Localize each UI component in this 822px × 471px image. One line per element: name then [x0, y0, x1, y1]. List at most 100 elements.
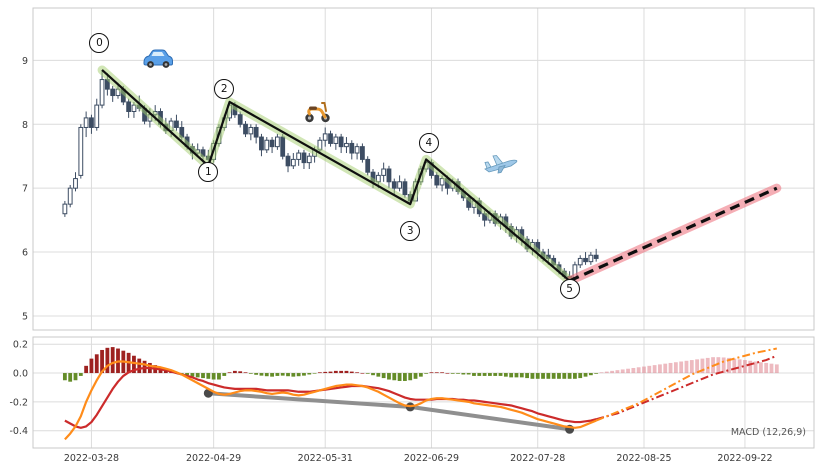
macd-histogram-bar [110, 347, 115, 374]
macd-histogram-bar [387, 373, 391, 380]
macd-histogram-projection-bar [652, 365, 657, 374]
macd-histogram-bar [280, 373, 285, 376]
macd-histogram-projection-bar [673, 362, 678, 374]
candle-body [349, 142, 355, 154]
candle-body [274, 136, 280, 148]
macd-histogram-bar [403, 373, 407, 381]
macd-histogram-bar [546, 373, 551, 379]
macd-histogram-projection-bar [626, 368, 630, 374]
candle-body [391, 181, 397, 189]
candle-body [583, 257, 588, 263]
macd-histogram-projection-bar [689, 360, 694, 374]
macd-histogram-projection-bar [668, 362, 673, 374]
price-y-tick-label: 8 [22, 120, 28, 131]
macd-histogram-bar [541, 373, 545, 379]
macd-histogram-projection-bar [615, 370, 620, 374]
macd-histogram-bar [429, 372, 434, 374]
candle-body [110, 88, 116, 97]
macd-histogram-bar [307, 373, 312, 375]
candle-body [296, 152, 302, 160]
macd-histogram-projection-bar [716, 357, 721, 374]
macd-histogram-bar [360, 373, 365, 374]
candle-body [78, 126, 84, 176]
macd-histogram-projection-bar [758, 362, 763, 374]
macd-histogram-bar [333, 370, 338, 374]
macd-histogram-bar [291, 373, 296, 377]
macd-histogram-bar [488, 373, 492, 376]
scooter-icon [303, 98, 331, 128]
macd-histogram-bar [195, 373, 200, 378]
macd-histogram-projection-bar [636, 367, 641, 374]
candle-body [588, 254, 594, 263]
macd-histogram-bar [89, 358, 94, 374]
macd-histogram-bar [323, 371, 328, 374]
macd-histogram-bar [137, 358, 142, 374]
macd-histogram-bar [312, 373, 317, 374]
macd-histogram-bar [365, 373, 370, 374]
macd-histogram-bar [408, 373, 413, 381]
macd-histogram-bar [434, 372, 439, 374]
macd-histogram-bar [562, 373, 567, 379]
macd-histogram-bar [286, 373, 290, 377]
candle-body [99, 79, 105, 106]
price-panel-border [32, 7, 815, 331]
macd-histogram-projection-bar [705, 357, 710, 374]
macd-histogram-bar [461, 373, 466, 375]
macd-histogram-bar [254, 373, 259, 375]
macd-histogram-projection-bar [631, 367, 636, 374]
candle-body [264, 139, 270, 151]
macd-histogram-bar [105, 347, 110, 374]
candle-body [402, 181, 408, 196]
macd-histogram-bar [349, 371, 354, 374]
candle-body [577, 257, 583, 266]
airplane-icon [483, 149, 519, 181]
macd-histogram-projection-bar [642, 366, 646, 374]
macd-histogram-bar [594, 373, 599, 374]
macd-histogram-bar [530, 373, 535, 379]
candle-body [248, 126, 254, 135]
macd-histogram-bar [355, 372, 359, 374]
macd-histogram-bar [551, 373, 556, 379]
candle-body [386, 168, 392, 183]
macd-histogram-bar [498, 373, 503, 376]
candle-body [259, 136, 264, 151]
macd-y-tick-label: -0.4 [9, 426, 28, 437]
x-tick-label: 2022-08-25 [616, 453, 671, 464]
macd-histogram-projection-bar [769, 363, 774, 374]
macd-histogram-bar [381, 373, 386, 379]
price-y-tick-label: 7 [22, 184, 28, 195]
candle-body [397, 181, 402, 189]
x-tick-label: 2022-03-28 [64, 453, 119, 464]
price-y-tick-label: 9 [22, 56, 28, 67]
candle-body [89, 117, 94, 128]
x-tick-label: 2022-05-31 [298, 453, 353, 464]
macd-histogram-bar [397, 373, 402, 381]
macd-y-tick-label: -0.2 [9, 397, 28, 408]
candle-body [290, 158, 296, 167]
candle-body [301, 152, 307, 164]
macd-histogram-projection-bar [679, 361, 684, 374]
macd-histogram-projection-bar [647, 365, 652, 374]
candle-body [593, 254, 599, 259]
macd-histogram-bar [440, 372, 444, 374]
macd-histogram-projection-bar [737, 359, 742, 374]
candle-body [344, 142, 349, 148]
candle-body [338, 136, 344, 148]
macd-histogram-bar [248, 373, 253, 374]
x-tick-label: 2022-04-29 [186, 453, 241, 464]
macd-y-tick-label: 0.2 [13, 340, 28, 351]
macd-histogram-projection-bar [753, 361, 758, 374]
candle-body [333, 136, 339, 144]
macd-histogram-bar [578, 373, 583, 379]
macd-histogram-bar [185, 373, 189, 376]
candle-body [365, 158, 371, 173]
macd-histogram-bar [222, 373, 227, 376]
macd-histogram-projection-bar [721, 357, 726, 374]
macd-histogram-bar [514, 373, 519, 378]
candle-body [280, 136, 286, 157]
macd-histogram-bar [477, 373, 482, 376]
macd-histogram-bar [259, 373, 264, 376]
macd-histogram-bar [535, 373, 540, 379]
